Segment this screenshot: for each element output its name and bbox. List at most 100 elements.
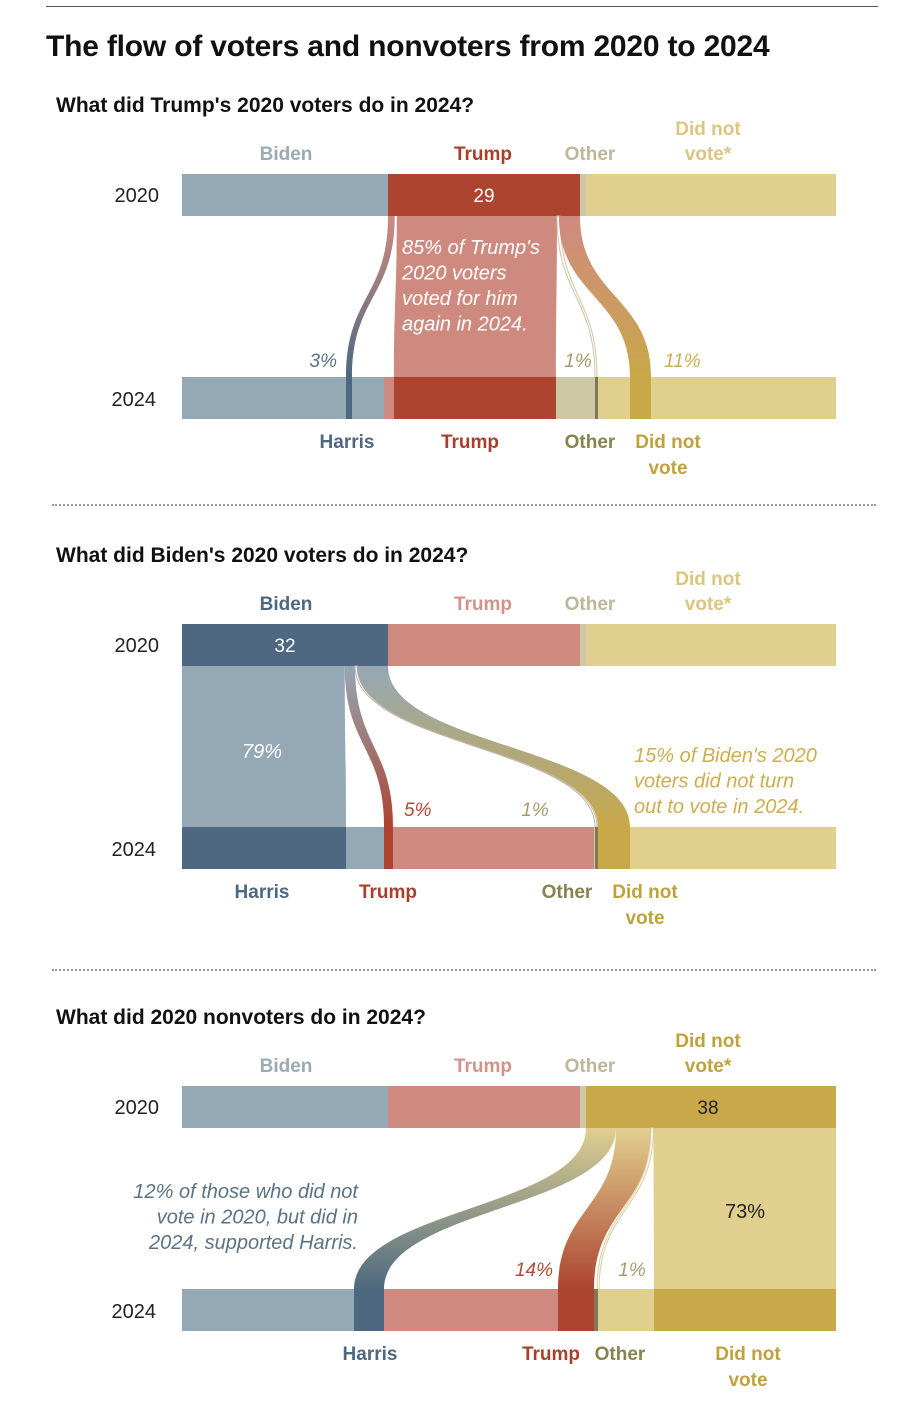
panel-nonvoters: What did 2020 nonvoters do in 2024? Bide… <box>0 912 906 1412</box>
legend-other: Other <box>565 144 616 165</box>
legend-did-not-vote: vote* <box>685 144 732 165</box>
bar-2020-other <box>580 1086 586 1128</box>
legend-did-not-vote: Did not <box>675 1031 741 1052</box>
legend-biden: Biden <box>260 1056 313 1077</box>
flow-ribbon-harris <box>182 666 346 827</box>
annotation-line: 2020 voters <box>401 263 507 285</box>
sankey-chart: Biden Trump Other Did not vote* 2020 2024 29 3% 1… <box>112 119 836 479</box>
annotation-line: 2024, supported Harris. <box>148 1232 358 1254</box>
panel-trump-voters: What did Trump's 2020 voters do in 2024?… <box>0 0 906 500</box>
dotted-separator <box>52 504 876 506</box>
bar-2024-harris-highlight <box>346 377 352 419</box>
bar-2020-biden <box>182 174 388 216</box>
row-label-2024: 2024 <box>112 389 157 411</box>
bar-2024-harris <box>182 1289 384 1331</box>
bottom-label-other: Other <box>595 1344 646 1365</box>
bar-2024-other-highlight <box>594 1289 598 1331</box>
row-label-2020: 2020 <box>115 185 160 207</box>
bottom-label-did-not-vote: vote <box>625 908 664 929</box>
flow-label-did-not-vote: 11% <box>664 351 701 372</box>
bar-2024-trump-highlight <box>384 827 393 869</box>
flow-ribbon-did-not-vote <box>558 216 651 377</box>
bar-2024-other-highlight <box>595 827 598 869</box>
flow-label-harris: 3% <box>310 351 338 372</box>
bar-2024-trump <box>384 827 594 869</box>
bottom-label-trump: Trump <box>522 1344 580 1365</box>
bar-2024-harris-highlight <box>182 827 346 869</box>
legend-other: Other <box>565 594 616 615</box>
annotation-line: vote in 2020, but did in <box>157 1207 358 1229</box>
legend-biden: Biden <box>260 144 313 165</box>
legend-trump: Trump <box>454 1056 512 1077</box>
dotted-separator <box>52 969 876 971</box>
panel-title: What did Biden's 2020 voters do in 2024? <box>56 544 469 567</box>
flow-label-harris: 79% <box>242 741 282 763</box>
flow-ribbon-harris <box>354 1128 616 1289</box>
flow-ribbon-did-not-vote <box>653 1128 836 1289</box>
bar-2024-other <box>556 377 598 419</box>
legend-did-not-vote: vote* <box>685 594 732 615</box>
annotation-line: out to vote in 2024. <box>634 796 804 818</box>
bar-2024-trump-highlight <box>394 377 556 419</box>
annotation-line: 85% of Trump's <box>402 237 540 259</box>
bottom-label-did-not-vote: Did not <box>612 882 678 903</box>
bar-value-label: 32 <box>274 636 295 657</box>
bottom-label-did-not-vote: vote <box>648 458 687 479</box>
legend-trump: Trump <box>454 144 512 165</box>
legend-did-not-vote: Did not <box>675 569 741 590</box>
bottom-label-other: Other <box>542 882 593 903</box>
flow-label-other: 1% <box>618 1260 646 1281</box>
flow-label-other: 1% <box>521 800 549 821</box>
panel-title: What did Trump's 2020 voters do in 2024? <box>56 94 475 117</box>
bottom-label-harris: Harris <box>320 432 375 453</box>
flow-ribbon-trump <box>558 1128 651 1289</box>
legend-did-not-vote: Did not <box>675 119 741 140</box>
flow-ribbon-harris <box>346 216 395 377</box>
annotation-line: voters did not turn <box>634 771 794 793</box>
bottom-label-did-not-vote: vote <box>728 1370 767 1391</box>
bottom-label-harris: Harris <box>235 882 290 903</box>
bar-2024-did-not-vote-highlight <box>654 1289 836 1331</box>
row-label-2020: 2020 <box>115 635 160 657</box>
flow-label-trump: 14% <box>515 1260 553 1281</box>
flow-ribbon-trump <box>394 216 557 377</box>
sankey-chart: Biden Trump Other Did not vote* 2020 2024 38 14%… <box>112 1031 836 1391</box>
bar-2024-did-not-vote-highlight <box>630 377 651 419</box>
bar-2024-did-not-vote <box>598 827 836 869</box>
bottom-label-harris: Harris <box>343 1344 398 1365</box>
legend-did-not-vote: vote* <box>685 1056 732 1077</box>
bar-2024-other-highlight <box>595 377 598 419</box>
bar-2020-trump <box>388 174 580 216</box>
row-label-2024: 2024 <box>112 839 157 861</box>
flow-ribbon-trump <box>344 666 393 827</box>
flow-label-did-not-vote: 73% <box>725 1201 765 1223</box>
top-rule <box>46 6 878 7</box>
bar-2024-trump-highlight <box>558 1289 594 1331</box>
row-label-2024: 2024 <box>112 1301 157 1323</box>
row-label-2020: 2020 <box>115 1097 160 1119</box>
bottom-label-did-not-vote: Did not <box>635 432 701 453</box>
bottom-label-did-not-vote: Did not <box>715 1344 781 1365</box>
flow-label-other: 1% <box>564 351 592 372</box>
panel-biden-voters: What did Biden's 2020 voters do in 2024?… <box>0 450 906 950</box>
legend-other: Other <box>565 1056 616 1077</box>
bar-value-label: 29 <box>473 186 494 207</box>
sankey-chart: Biden Trump Other Did not vote* 2020 2024 32 79%… <box>112 569 836 929</box>
bar-2020-trump <box>388 1086 580 1128</box>
bar-2020-other <box>580 174 586 216</box>
annotation-line: 15% of Biden's 2020 <box>634 745 817 767</box>
bar-2020-dnv <box>586 174 836 216</box>
annotation-line: 12% of those who did not <box>133 1181 359 1203</box>
panel-title: What did 2020 nonvoters do in 2024? <box>56 1006 426 1029</box>
bottom-label-trump: Trump <box>441 432 499 453</box>
bar-2020-other <box>580 624 586 666</box>
bar-2024-harris <box>182 377 384 419</box>
bar-2020-dnv <box>586 624 836 666</box>
legend-trump: Trump <box>454 594 512 615</box>
bar-2020-dnv <box>586 1086 836 1128</box>
bottom-label-other: Other <box>565 432 616 453</box>
bar-value-label: 38 <box>697 1098 718 1119</box>
bar-2024-harris-highlight <box>354 1289 384 1331</box>
bar-2024-did-not-vote-highlight <box>598 827 630 869</box>
flow-ribbon-other <box>596 1127 655 1290</box>
